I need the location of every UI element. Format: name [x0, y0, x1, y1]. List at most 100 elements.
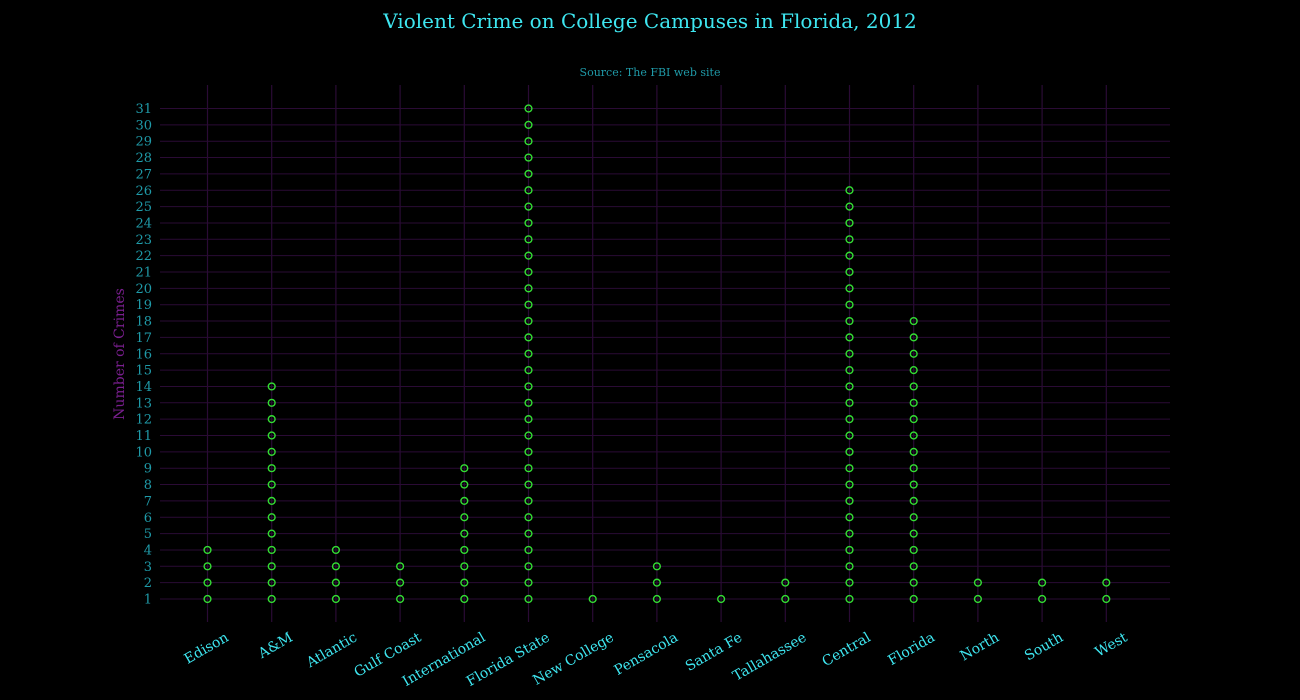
x-tick-label: Central [819, 629, 873, 670]
data-point [781, 594, 790, 604]
y-tick-label: 23 [135, 233, 152, 248]
data-point [267, 480, 276, 489]
data-point [909, 382, 918, 391]
data-point [909, 480, 918, 489]
data-point [460, 578, 469, 587]
y-tick-label: 7 [144, 494, 152, 509]
data-point [524, 120, 533, 129]
y-tick-label: 5 [144, 527, 152, 542]
y-tick-label: 22 [135, 249, 152, 264]
data-point [845, 513, 854, 522]
data-point [267, 447, 276, 456]
data-point [267, 513, 276, 522]
chart-subtitle: Source: The FBI web site [579, 66, 721, 79]
data-point [524, 300, 533, 309]
y-tick-label: 24 [135, 216, 152, 231]
y-tick-label: 14 [135, 380, 152, 395]
data-point [845, 218, 854, 228]
data-point [716, 594, 726, 604]
data-point [845, 251, 854, 260]
data-point [331, 594, 341, 604]
data-point [267, 382, 276, 391]
y-tick-label: 30 [135, 118, 152, 133]
data-point [524, 480, 533, 489]
data-point [909, 545, 918, 555]
data-point [396, 594, 405, 604]
data-point [396, 578, 405, 587]
y-tick-label: 3 [144, 560, 152, 575]
data-point [524, 578, 533, 587]
data-point [267, 594, 276, 604]
data-point [845, 545, 854, 555]
data-point [524, 169, 533, 179]
data-point [267, 545, 276, 555]
data-markers [203, 104, 1111, 604]
data-point [460, 496, 469, 506]
y-tick-label: 15 [135, 364, 152, 379]
data-point [460, 562, 469, 571]
y-tick-label: 1 [144, 593, 152, 608]
data-point [396, 562, 405, 571]
data-point [460, 480, 469, 489]
data-point [524, 562, 533, 571]
data-point [845, 316, 854, 326]
data-point [267, 464, 276, 473]
data-point [845, 562, 854, 571]
data-point [845, 382, 854, 391]
data-point [267, 578, 276, 587]
data-point [909, 562, 918, 571]
data-point [331, 562, 341, 571]
y-tick-label: 4 [144, 543, 152, 558]
data-point [909, 578, 918, 587]
data-point [1037, 578, 1047, 587]
data-point [203, 545, 212, 555]
data-point [909, 464, 918, 473]
data-point [524, 594, 533, 604]
data-point [524, 186, 533, 195]
data-point [1037, 594, 1047, 604]
y-tick-label: 10 [135, 445, 152, 460]
data-point [524, 513, 533, 522]
x-tick-label: Florida [885, 630, 937, 669]
data-point [524, 267, 533, 277]
data-point [331, 545, 341, 555]
y-tick-label: 25 [135, 200, 152, 215]
data-point [845, 235, 854, 244]
data-point [267, 398, 276, 407]
data-point [845, 284, 854, 293]
data-point [909, 366, 918, 375]
y-tick-label: 29 [135, 135, 152, 150]
data-point [845, 415, 854, 424]
data-point [845, 464, 854, 473]
data-point [909, 594, 918, 604]
data-point [845, 398, 854, 407]
y-tick-label: 26 [135, 184, 152, 199]
y-tick-labels: 1234567891011121314151617181920212223242… [135, 102, 152, 608]
data-point [845, 267, 854, 277]
x-tick-label: Tallahassee [730, 630, 809, 685]
y-tick-label: 13 [135, 396, 152, 411]
data-point [909, 333, 918, 342]
data-point [973, 578, 983, 587]
data-point [652, 578, 662, 587]
data-point [909, 513, 918, 522]
data-point [845, 578, 854, 587]
data-point [524, 316, 533, 326]
data-point [267, 496, 276, 506]
data-point [524, 235, 533, 244]
data-point [845, 366, 854, 375]
data-point [524, 529, 533, 538]
data-point [267, 415, 276, 424]
data-point [524, 366, 533, 375]
data-point [845, 333, 854, 342]
data-point [845, 496, 854, 506]
data-point [524, 251, 533, 260]
data-point [524, 202, 533, 211]
y-tick-label: 11 [135, 429, 152, 444]
data-point [460, 513, 469, 522]
data-point [524, 218, 533, 228]
data-point [652, 594, 662, 604]
data-point [524, 415, 533, 424]
